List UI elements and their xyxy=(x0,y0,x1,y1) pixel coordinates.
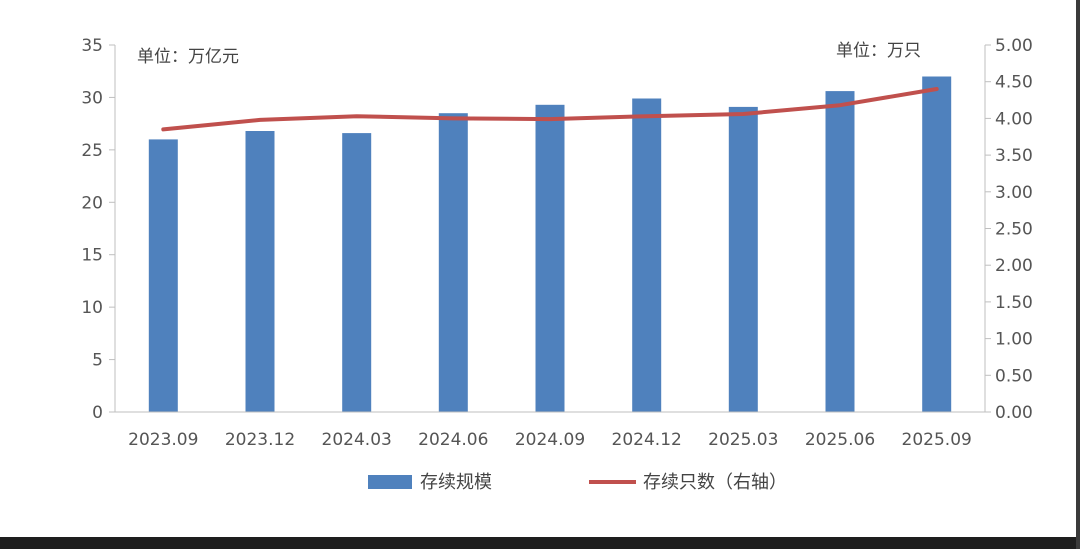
left-tick-label: 5 xyxy=(92,351,103,371)
left-tick-label: 20 xyxy=(81,193,103,213)
legend-label-bar: 存续规模 xyxy=(420,472,492,493)
left-tick-label: 25 xyxy=(81,141,103,161)
bar-2024.09 xyxy=(535,104,565,413)
left-unit-label: 单位：万亿元 xyxy=(137,47,239,67)
combo-chart: 0 5 10 15 20 25 30 35 0.00 0.50 1.00 1.50 2.00 2.50 3.… xyxy=(81,36,1033,493)
left-tick-label: 35 xyxy=(81,36,103,56)
bar-series xyxy=(148,76,952,413)
x-tick-label: 2025.09 xyxy=(902,430,972,450)
bar-2025.03 xyxy=(728,106,758,413)
right-tick-label: 2.00 xyxy=(995,256,1033,276)
legend: 存续规模 存续只数（右轴） xyxy=(368,472,787,493)
tick-labels: 0 5 10 15 20 25 30 35 0.00 0.50 1.00 1.50 2.00 2.50 3.… xyxy=(81,36,1033,450)
bar-2023.12 xyxy=(245,131,275,412)
x-tick-label: 2023.09 xyxy=(128,430,198,450)
bottom-border xyxy=(0,537,1080,549)
right-tick-label: 4.50 xyxy=(995,73,1033,93)
right-tick-label: 5.00 xyxy=(995,36,1033,56)
right-tick-label: 2.50 xyxy=(995,220,1033,240)
left-tick-label: 15 xyxy=(81,246,103,266)
left-tick-label: 0 xyxy=(92,403,103,423)
right-unit-label: 单位：万只 xyxy=(836,41,921,61)
right-tick-label: 0.50 xyxy=(995,366,1033,386)
x-tick-label: 2025.03 xyxy=(708,430,778,450)
left-tick-label: 30 xyxy=(81,88,103,108)
right-tick-label: 3.50 xyxy=(995,146,1033,166)
line-series xyxy=(161,87,939,132)
bar-2023.09 xyxy=(148,139,178,412)
x-tick-label: 2024.09 xyxy=(515,430,585,450)
bar-2025.09 xyxy=(922,76,952,412)
right-border xyxy=(1076,0,1080,549)
right-tick-label: 1.50 xyxy=(995,293,1033,313)
x-tick-label: 2025.06 xyxy=(805,430,875,450)
x-tick-label: 2024.06 xyxy=(418,430,488,450)
right-tick-label: 3.00 xyxy=(995,183,1033,203)
axes xyxy=(109,44,991,413)
x-tick-label: 2024.03 xyxy=(322,430,392,450)
right-tick-label: 0.00 xyxy=(995,403,1033,423)
bar-2024.06 xyxy=(438,113,468,412)
right-tick-label: 1.00 xyxy=(995,330,1033,350)
legend-label-line: 存续只数（右轴） xyxy=(643,472,787,493)
bar-2024.03 xyxy=(342,133,372,412)
x-tick-label: 2024.12 xyxy=(612,430,682,450)
legend-swatch-bar xyxy=(368,475,412,489)
left-tick-label: 10 xyxy=(81,298,103,318)
x-tick-label: 2023.12 xyxy=(225,430,295,450)
bar-2024.12 xyxy=(632,98,662,412)
bar-2025.06 xyxy=(825,91,855,412)
right-tick-label: 4.00 xyxy=(995,109,1033,129)
